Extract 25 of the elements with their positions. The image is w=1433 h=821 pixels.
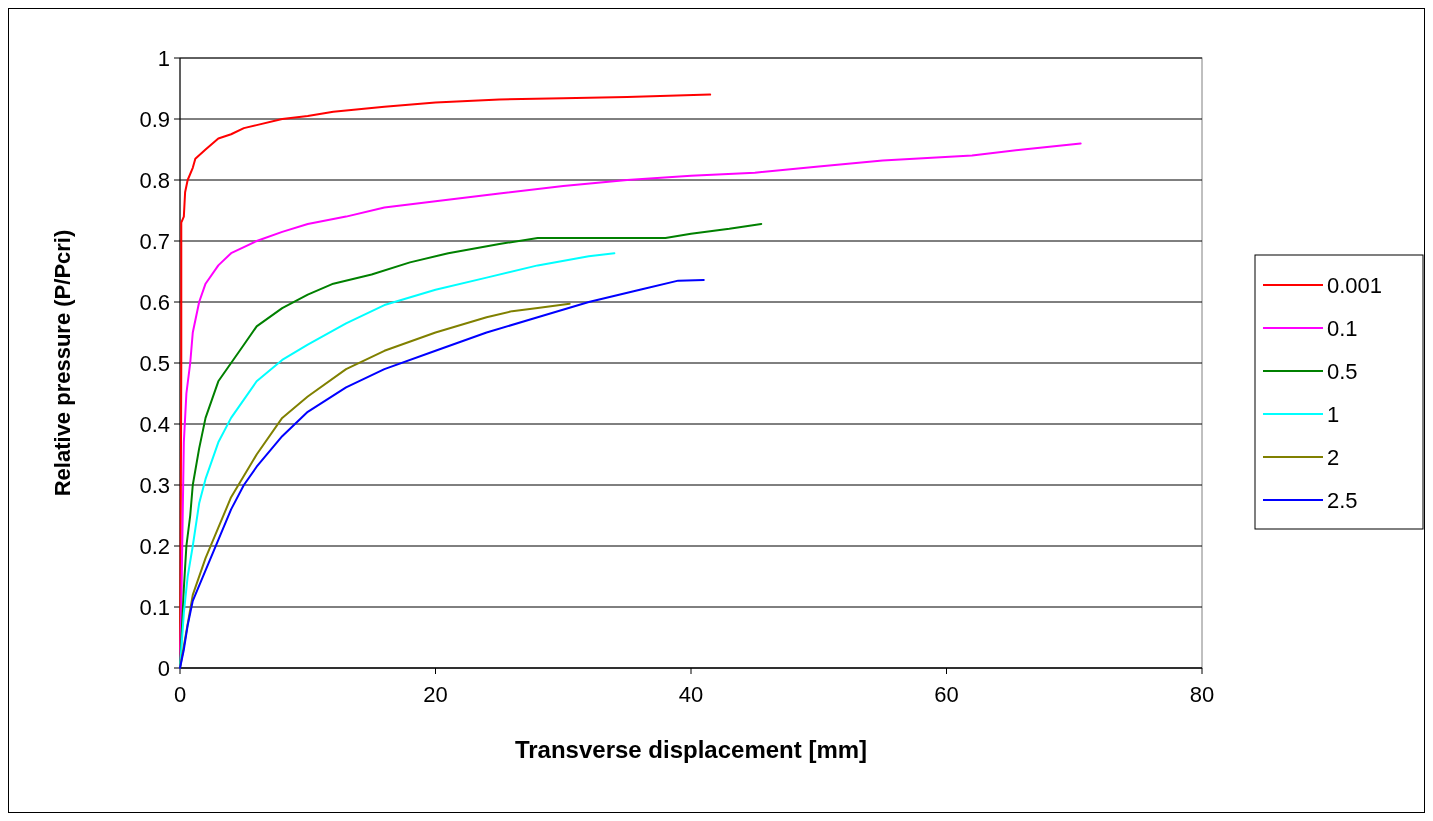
legend-label: 0.001 (1327, 272, 1383, 298)
y-tick-label: 0.5 (139, 350, 170, 376)
x-tick-label: 0 (173, 682, 187, 707)
legend-label: 2 (1327, 444, 1340, 470)
legend-label: 2.5 (1327, 487, 1358, 513)
y-tick-label: 0.7 (139, 228, 170, 254)
y-tick-label: 0.9 (139, 106, 170, 132)
y-tick-label: 0.6 (139, 289, 170, 315)
x-tick-label: 20 (423, 682, 448, 707)
legend-label: 0.1 (1327, 315, 1358, 341)
y-axis-title: Relative pressure (P/Pcri) (50, 229, 75, 497)
y-tick-label: 0.8 (139, 167, 170, 193)
legend-label: 0.5 (1327, 358, 1358, 384)
line-series (179, 279, 705, 669)
y-tick-label: 0.1 (139, 594, 170, 620)
y-tick-label: 0.3 (139, 472, 170, 498)
x-tick-label: 60 (934, 682, 959, 707)
x-axis-title: Transverse displacement [mm] (514, 736, 868, 763)
x-tick-label: 80 (1189, 682, 1215, 707)
legend-label: 1 (1327, 401, 1340, 427)
y-tick-label: 0 (157, 655, 170, 681)
y-tick-label: 0.4 (139, 411, 170, 437)
x-tick-label: 40 (678, 682, 704, 707)
y-tick-label: 0.2 (139, 533, 170, 559)
y-tick-label: 1 (157, 45, 170, 71)
